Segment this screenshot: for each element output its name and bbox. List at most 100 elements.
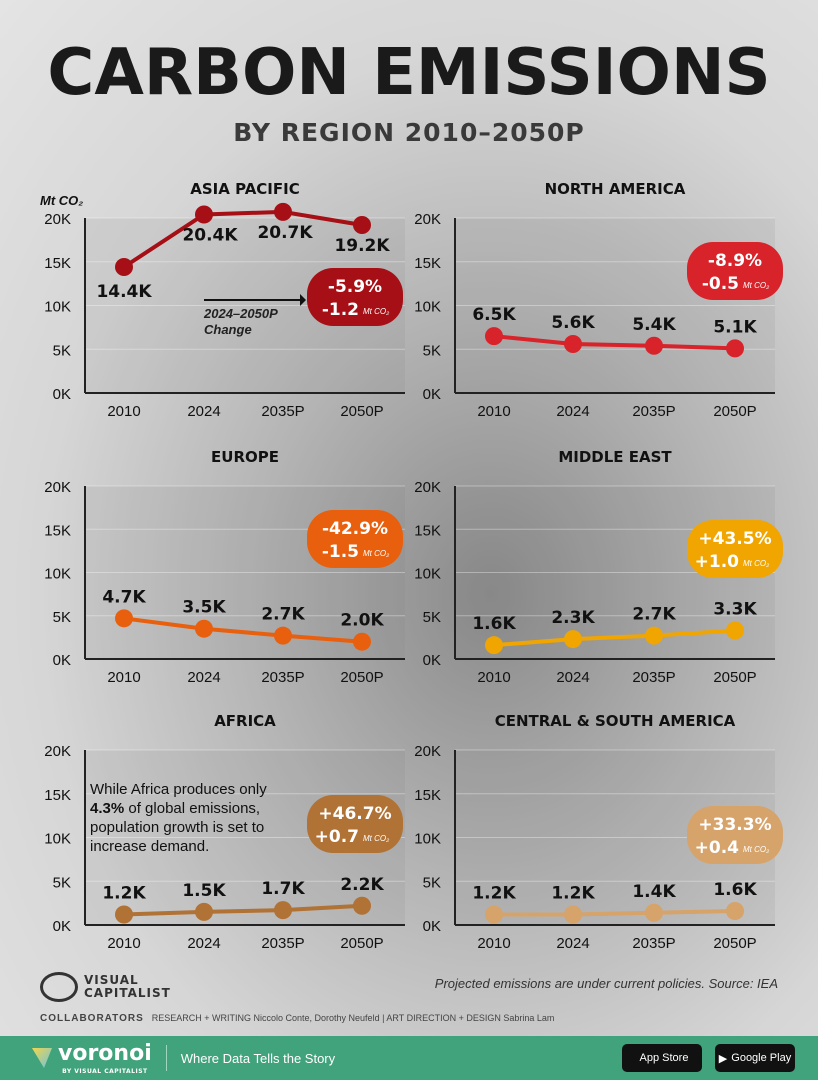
voronoi-text: voronoi xyxy=(58,1041,152,1066)
arrow-head-icon xyxy=(300,294,306,306)
page-title: CARBON EMISSIONS xyxy=(47,36,771,110)
change-percent: -5.9% xyxy=(328,277,382,297)
change-percent: -42.9% xyxy=(322,519,388,539)
data-point xyxy=(726,621,744,640)
series-line xyxy=(493,628,736,648)
brand-line2: CAPITALIST xyxy=(84,986,171,1000)
visual-capitalist-logo: VISUAL CAPITALIST xyxy=(40,972,171,1002)
data-point xyxy=(115,258,133,276)
data-point xyxy=(353,632,371,651)
data-point xyxy=(564,630,582,649)
data-point xyxy=(645,626,663,645)
y-tick-label: 20K xyxy=(414,743,441,760)
annotation-text: 2024–2050P xyxy=(203,306,278,321)
x-tick-label: 2050P xyxy=(340,669,383,686)
data-point xyxy=(115,905,133,924)
app-store-button[interactable]: App Store xyxy=(622,1044,702,1072)
panel-title: ASIA PACIFIC xyxy=(190,180,299,198)
x-tick-label: 2050P xyxy=(340,935,383,952)
data-label: 2.7K xyxy=(632,605,676,625)
data-label: 1.2K xyxy=(102,884,146,904)
chart-panel: 0K 5K 10K 15K 20K 2010 2024 2035P 2050P EUROPE 4.7… xyxy=(44,448,405,686)
series-line xyxy=(123,903,363,917)
y-tick-label: 15K xyxy=(44,787,71,804)
data-point xyxy=(353,216,371,234)
chart-panel: 0K 5K 10K 15K 20K 2010 2024 2035P 2050P MIDDLE EA… xyxy=(414,448,783,686)
divider xyxy=(165,1045,167,1071)
x-tick-label: 2035P xyxy=(632,403,675,420)
y-tick-label: 5K xyxy=(423,609,441,626)
x-tick-label: 2024 xyxy=(556,669,589,686)
change-unit: Mt CO₂ xyxy=(363,834,389,843)
play-icon: ▶ xyxy=(718,1052,728,1065)
data-point xyxy=(274,626,292,645)
x-tick-label: 2050P xyxy=(713,935,756,952)
data-point xyxy=(274,901,292,920)
data-point xyxy=(645,336,663,355)
x-tick-label: 2024 xyxy=(187,403,220,420)
y-tick-label: 0K xyxy=(423,918,441,935)
y-tick-label: 0K xyxy=(53,918,71,935)
panel-title: CENTRAL & SOUTH AMERICA xyxy=(495,712,736,730)
data-point xyxy=(564,905,582,924)
y-tick-label: 20K xyxy=(44,743,71,760)
voronoi-byline: BY VISUAL CAPITALIST xyxy=(62,1068,148,1075)
y-tick-label: 15K xyxy=(414,255,441,272)
y-tick-label: 20K xyxy=(44,211,71,228)
x-tick-label: 2035P xyxy=(261,935,304,952)
x-tick-label: 2024 xyxy=(556,403,589,420)
app-store-label: App Store xyxy=(639,1052,689,1064)
panel-title: AFRICA xyxy=(214,712,276,730)
annotation-text: Change xyxy=(204,322,252,337)
google-play-button[interactable]: ▶ Google Play xyxy=(715,1044,795,1072)
data-label: 4.7K xyxy=(102,587,146,607)
x-tick-label: 2035P xyxy=(632,669,675,686)
y-tick-label: 5K xyxy=(423,874,441,891)
collab-label: COLLABORATORS xyxy=(40,1013,144,1024)
data-label: 3.5K xyxy=(182,598,226,618)
x-tick-label: 2024 xyxy=(187,935,220,952)
change-absolute: +0.7 xyxy=(315,827,359,847)
y-tick-label: 10K xyxy=(44,299,71,316)
panel-title: NORTH AMERICA xyxy=(545,180,686,198)
note-bold: 4.3% xyxy=(90,800,125,817)
data-label: 1.2K xyxy=(472,884,516,904)
voronoi-logo[interactable]: voronoi BY VISUAL CAPITALIST xyxy=(32,1041,152,1075)
change-percent: +46.7% xyxy=(318,804,391,824)
y-tick-label: 0K xyxy=(53,386,71,403)
series-line xyxy=(493,334,736,351)
data-label: 2.0K xyxy=(340,611,384,631)
y-tick-label: 5K xyxy=(53,609,71,626)
change-badge xyxy=(687,520,783,578)
data-label: 1.5K xyxy=(182,881,226,901)
data-point xyxy=(115,609,133,628)
data-point xyxy=(726,339,744,358)
data-label: 5.4K xyxy=(632,315,676,335)
y-unit-label: Mt CO₂ xyxy=(40,193,83,208)
data-point xyxy=(726,902,744,920)
x-tick-label: 2010 xyxy=(107,935,140,952)
data-label: 1.4K xyxy=(632,882,676,902)
x-tick-label: 2050P xyxy=(340,403,383,420)
voronoi-icon xyxy=(32,1048,52,1068)
change-badge xyxy=(687,806,783,864)
change-percent: +33.3% xyxy=(698,815,771,835)
change-badge xyxy=(307,510,403,568)
x-tick-label: 2050P xyxy=(713,403,756,420)
series-line xyxy=(494,909,736,917)
data-label: 19.2K xyxy=(334,236,390,256)
chart-panel: 0K 5K 10K 15K 20K 2010 2024 2035P 2050P AFRICA 1.2… xyxy=(44,712,405,952)
africa-note: While Africa produces only 4.3% of globa… xyxy=(90,780,305,856)
y-tick-label: 15K xyxy=(44,522,71,539)
data-point xyxy=(485,905,503,924)
data-point xyxy=(274,202,292,221)
change-absolute: +1.0 xyxy=(695,552,740,572)
change-unit: Mt CO₂ xyxy=(363,307,389,316)
y-tick-label: 10K xyxy=(414,566,441,583)
data-point xyxy=(485,636,503,655)
data-point xyxy=(195,902,213,921)
x-tick-label: 2035P xyxy=(261,403,304,420)
data-label: 1.6K xyxy=(472,614,516,634)
google-play-label: Google Play xyxy=(731,1052,792,1064)
